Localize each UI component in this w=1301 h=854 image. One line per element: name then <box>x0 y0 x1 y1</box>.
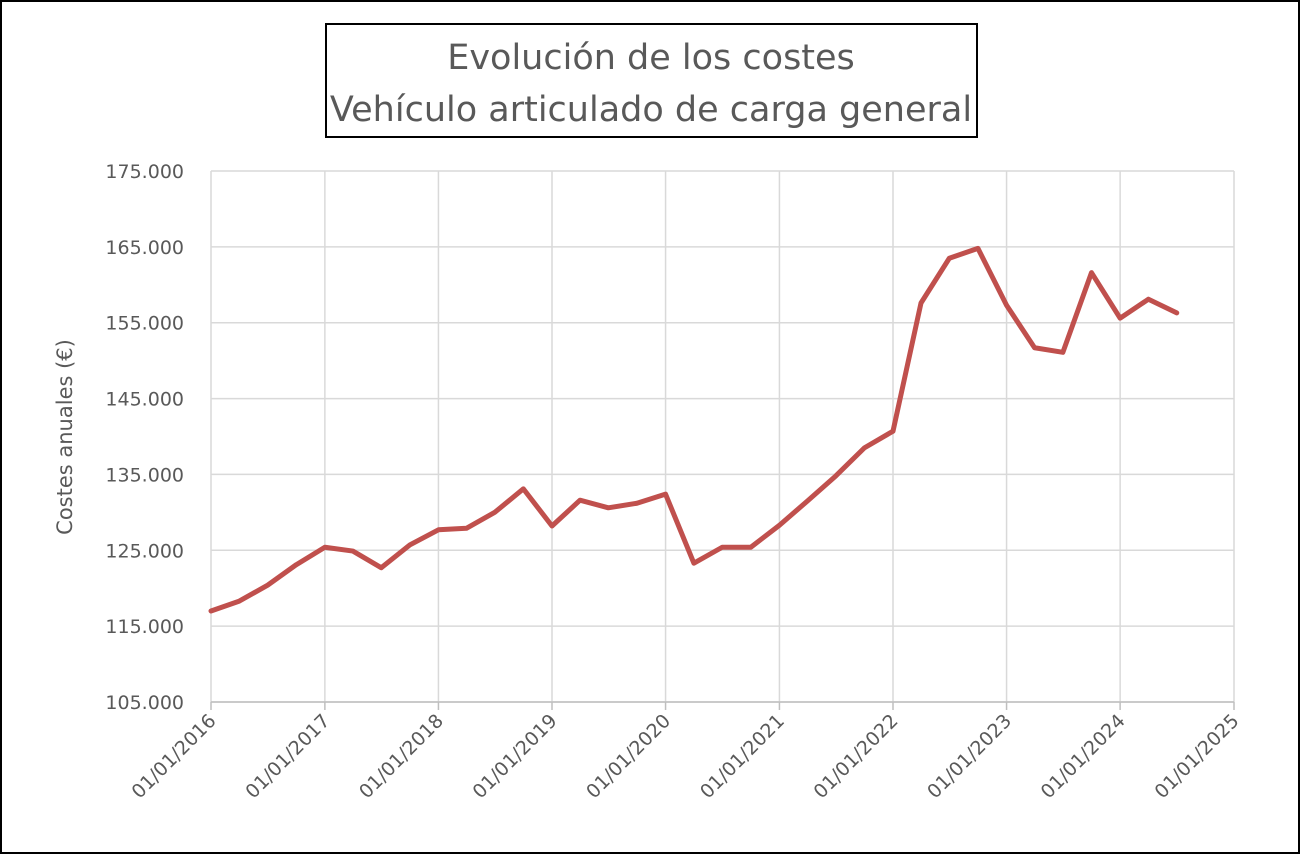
line-series <box>208 245 1180 614</box>
y-tick-label: 155.000 <box>105 313 184 335</box>
chart-title: Evolución de los costes <box>447 38 855 78</box>
y-tick-label: 135.000 <box>105 464 184 486</box>
y-axis-label: Costes anuales (€) <box>53 339 77 535</box>
y-tick-label: 145.000 <box>105 389 184 411</box>
chart-subtitle: Vehículo articulado de carga general <box>330 90 972 130</box>
y-tick-label: 175.000 <box>105 161 184 183</box>
y-tick-label: 165.000 <box>105 237 184 259</box>
y-tick-label: 105.000 <box>105 692 184 714</box>
title-box <box>325 23 978 138</box>
y-tick-label: 115.000 <box>105 616 184 638</box>
y-tick-label: 125.000 <box>105 540 184 562</box>
